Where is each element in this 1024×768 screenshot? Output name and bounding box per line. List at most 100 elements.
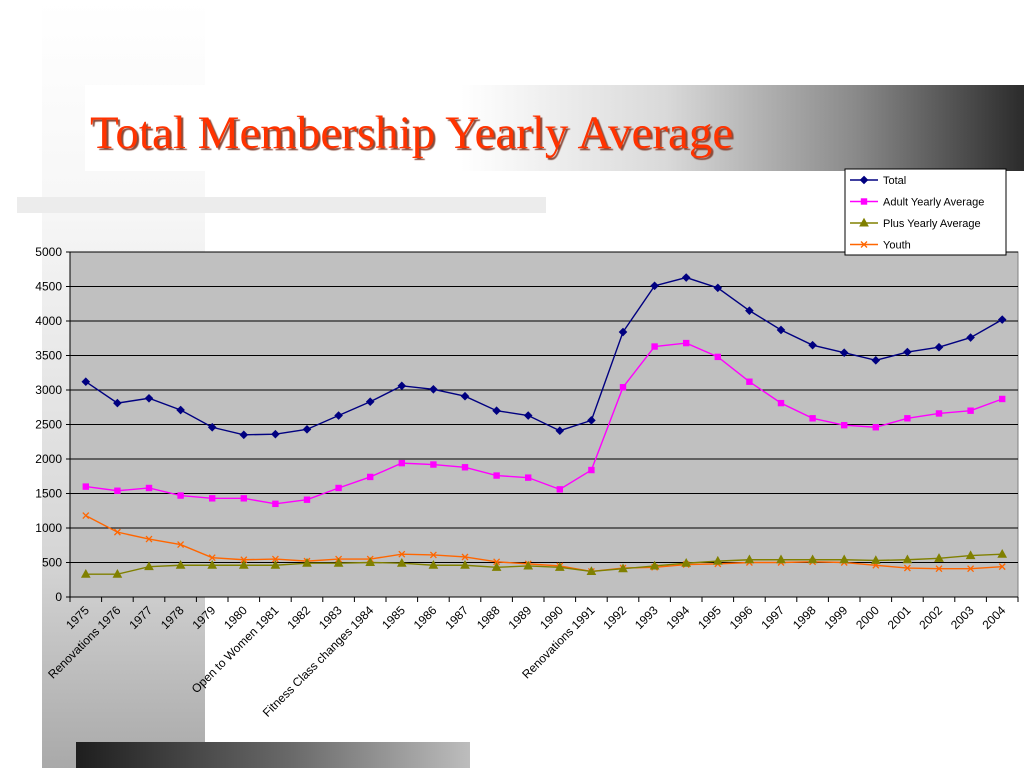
data-point-plus-yearly-average xyxy=(681,557,692,567)
data-point-total xyxy=(113,398,122,408)
x-tick-label: 1980 xyxy=(221,603,250,632)
legend-box xyxy=(844,168,1007,256)
data-point-total xyxy=(176,405,185,415)
y-tick-label: 0 xyxy=(55,590,62,604)
data-point-adult-yearly-average xyxy=(114,487,121,494)
data-point-youth xyxy=(208,554,216,562)
data-point-total xyxy=(334,411,343,420)
data-point-adult-yearly-average xyxy=(904,415,911,422)
data-point-plus-yearly-average xyxy=(934,553,944,562)
data-point-adult-yearly-average xyxy=(809,415,816,422)
data-point-adult-yearly-average xyxy=(935,410,943,417)
data-point-plus-yearly-average xyxy=(776,554,786,564)
data-point-adult-yearly-average xyxy=(272,500,279,508)
data-point-plus-yearly-average xyxy=(586,566,597,575)
legend-label-adult-yearly-average: Adult Yearly Average xyxy=(883,197,984,209)
x-tick-label: 1977 xyxy=(126,603,155,632)
legend-label-plus-yearly-average: Plus Yearly Average xyxy=(883,218,981,230)
data-point-adult-yearly-average xyxy=(651,343,658,350)
data-point-youth xyxy=(429,551,437,559)
slide-title: Total Membership Yearly Average xyxy=(90,107,734,159)
data-point-total xyxy=(808,340,817,350)
data-point-youth xyxy=(145,535,153,543)
data-point-youth xyxy=(271,555,279,563)
data-point-adult-yearly-average xyxy=(714,353,721,361)
y-tick-label: 2500 xyxy=(35,418,62,432)
data-point-adult-yearly-average xyxy=(303,496,311,503)
data-point-total xyxy=(397,381,407,391)
x-tick-label: 1978 xyxy=(158,603,187,632)
data-point-plus-yearly-average xyxy=(112,569,123,578)
data-point-total xyxy=(650,281,659,291)
x-tick-label: 1990 xyxy=(537,603,566,632)
x-tick-label: 1994 xyxy=(664,603,693,632)
decorative-title-band xyxy=(85,85,1024,171)
x-tick-label: 1986 xyxy=(411,603,440,632)
data-point-plus-yearly-average xyxy=(807,554,818,564)
legend-marker-plus-yearly-average xyxy=(859,217,869,227)
data-point-total xyxy=(713,283,723,293)
y-tick-label: 4500 xyxy=(35,280,62,294)
data-point-adult-yearly-average xyxy=(493,472,500,479)
data-point-youth xyxy=(903,564,911,572)
data-point-adult-yearly-average xyxy=(177,492,184,499)
x-tick-label: 1995 xyxy=(695,603,724,632)
data-point-plus-yearly-average xyxy=(902,554,913,564)
data-point-plus-yearly-average xyxy=(965,550,976,560)
data-point-plus-yearly-average xyxy=(175,560,186,569)
y-tick-label: 3500 xyxy=(35,349,62,363)
x-tick-label: 1983 xyxy=(316,603,345,632)
y-tick-label: 1500 xyxy=(35,487,62,501)
y-tick-label: 4000 xyxy=(35,314,62,328)
data-point-youth xyxy=(398,550,406,558)
data-point-total xyxy=(555,426,565,436)
data-point-adult-yearly-average xyxy=(430,461,437,468)
data-point-youth xyxy=(493,558,501,566)
data-point-adult-yearly-average xyxy=(746,378,753,385)
x-tick-label: 2000 xyxy=(853,603,882,632)
x-tick-label: 2004 xyxy=(980,603,1009,632)
data-point-plus-yearly-average xyxy=(302,557,312,567)
data-point-total xyxy=(492,406,501,416)
decorative-bottom-bar xyxy=(76,742,470,768)
data-point-adult-yearly-average xyxy=(777,399,785,407)
data-point-plus-yearly-average xyxy=(870,555,881,564)
legend-marker-total xyxy=(859,175,869,185)
y-tick-label: 3000 xyxy=(35,383,62,397)
data-point-total xyxy=(302,425,312,434)
legend-marker-adult-yearly-average xyxy=(860,198,868,205)
data-point-adult-yearly-average xyxy=(82,483,89,490)
x-tick-label: 1989 xyxy=(506,603,535,632)
data-point-plus-yearly-average xyxy=(207,560,218,569)
data-point-total xyxy=(144,393,154,403)
y-tick-label: 5000 xyxy=(35,245,62,259)
data-point-total xyxy=(207,422,217,432)
data-point-adult-yearly-average xyxy=(999,395,1006,403)
data-point-youth xyxy=(240,556,248,564)
series-total xyxy=(81,273,1007,440)
data-point-plus-yearly-average xyxy=(80,569,91,578)
data-point-adult-yearly-average xyxy=(525,474,532,481)
series-plus-yearly-average xyxy=(80,548,1008,578)
x-tick-label: 1992 xyxy=(600,603,629,632)
x-tick-label: 2003 xyxy=(948,603,977,632)
data-point-adult-yearly-average xyxy=(335,484,342,492)
data-point-total xyxy=(523,411,533,420)
data-point-total xyxy=(745,306,754,315)
data-point-youth xyxy=(113,528,121,536)
x-tick-label: 1997 xyxy=(758,603,787,632)
data-point-adult-yearly-average xyxy=(209,495,216,502)
data-point-plus-yearly-average xyxy=(396,557,407,567)
data-point-adult-yearly-average xyxy=(556,486,563,493)
data-point-plus-yearly-average xyxy=(744,554,755,564)
data-point-adult-yearly-average xyxy=(619,384,627,391)
x-tick-label: 2001 xyxy=(885,603,914,632)
data-point-adult-yearly-average xyxy=(872,424,879,431)
data-point-total xyxy=(239,430,249,440)
legend-marker-youth xyxy=(860,241,868,248)
data-point-youth xyxy=(82,512,90,520)
data-point-youth xyxy=(998,563,1006,571)
data-point-total xyxy=(966,333,975,342)
data-point-youth xyxy=(461,553,469,561)
